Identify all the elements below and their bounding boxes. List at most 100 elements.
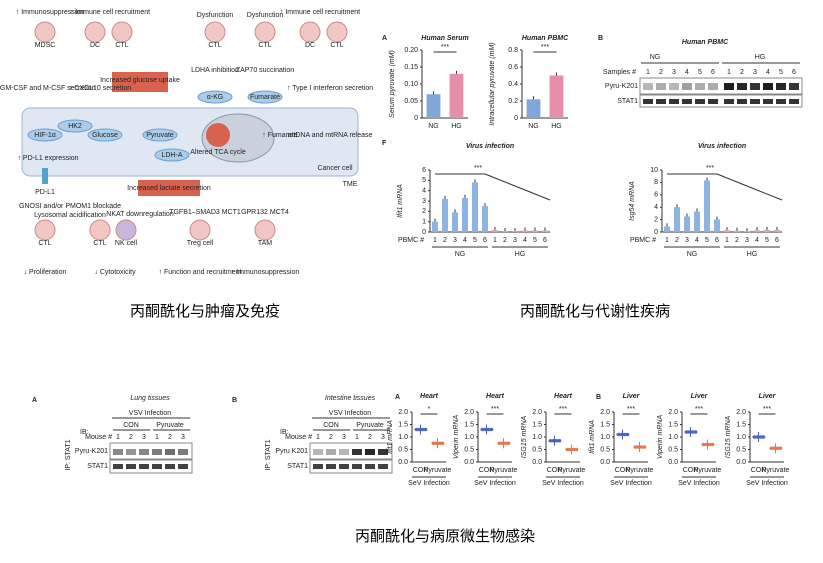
row-label: STAT1 xyxy=(617,98,638,105)
band xyxy=(643,99,653,104)
node xyxy=(27,128,63,142)
cancer-cell xyxy=(21,107,359,177)
lane-number: 2 xyxy=(129,434,133,441)
diagram-label: Altered TCA cycle xyxy=(190,149,246,156)
cell xyxy=(111,21,133,43)
band xyxy=(750,83,760,90)
row-label: Pyru-K201 xyxy=(605,83,638,90)
x-tick-label: 1 xyxy=(665,237,669,244)
y-tick-label: 0.4 xyxy=(508,81,518,88)
band xyxy=(313,449,323,455)
band xyxy=(365,449,375,455)
bar xyxy=(512,230,518,232)
blot-frame xyxy=(309,442,393,460)
y-tick-label: 0.0 xyxy=(736,459,746,466)
diagram-label: ↑ Immune cell recruitment xyxy=(70,9,150,16)
y-tick-label: 1.0 xyxy=(464,434,474,441)
band xyxy=(352,449,362,455)
chart-title: Heart xyxy=(554,393,573,400)
significance: *** xyxy=(695,406,703,413)
y-tick-label: 0 xyxy=(514,115,518,122)
group-label: Pyruvate xyxy=(156,422,184,429)
x-group-label: SeV Infection xyxy=(746,480,788,487)
group-label: HG xyxy=(747,251,758,258)
x-group-label: SeV Infection xyxy=(474,480,516,487)
chart-title: Heart xyxy=(486,393,505,400)
lane-number: 2 xyxy=(659,69,663,76)
band xyxy=(708,83,718,90)
data-dot xyxy=(574,447,579,452)
y-tick-label: 10 xyxy=(650,167,658,174)
y-tick-label: 1.0 xyxy=(600,434,610,441)
y-axis-label: ISG15 mRNA xyxy=(725,415,732,458)
group-label: CON xyxy=(123,422,139,429)
diagram-label: TGFB1–SMAD3 MCT1 xyxy=(169,209,241,216)
band xyxy=(126,464,136,469)
cell xyxy=(254,21,276,43)
group-label: NG xyxy=(687,251,698,258)
node xyxy=(247,90,283,104)
band xyxy=(339,464,349,469)
x-tick-label: 6 xyxy=(483,237,487,244)
y-tick-label: 2 xyxy=(422,208,426,215)
y-tick-label: 0.0 xyxy=(464,459,474,466)
diagram-label: ↑ Type I interferon secretion xyxy=(287,85,373,92)
x-tick-label: Pyruvate xyxy=(762,467,790,474)
cell xyxy=(34,219,56,241)
bracket xyxy=(716,173,783,201)
diagram-label: CTL xyxy=(258,42,271,49)
lane-label: Mouse # xyxy=(285,434,312,441)
band xyxy=(178,449,188,455)
y-tick-label: 0 xyxy=(422,229,426,236)
x-tick-label: 3 xyxy=(745,237,749,244)
lane-number: 5 xyxy=(698,69,702,76)
x-tick-label: NG xyxy=(528,123,539,130)
diagram-label: Fumarate xyxy=(250,94,280,101)
chart-title: Human Serum xyxy=(421,35,468,42)
x-tick-label: CON xyxy=(479,467,495,474)
x-tick-label: Pyruvate xyxy=(694,467,722,474)
lane-number: 6 xyxy=(711,69,715,76)
diagram-label: Increased glucose uptake xyxy=(100,77,180,84)
lane-number: 3 xyxy=(753,69,757,76)
diagram-label: α-KG xyxy=(207,94,224,101)
x-tick-label: 5 xyxy=(705,237,709,244)
cell xyxy=(204,21,226,43)
y-tick-label: 0.6 xyxy=(508,64,518,71)
x-tick-label: 4 xyxy=(695,237,699,244)
y-axis-label: ISG15 mRNA xyxy=(521,415,528,458)
lane-number: 5 xyxy=(779,69,783,76)
caption: 丙酮酰化与病原微生物感染 xyxy=(355,528,535,545)
band xyxy=(724,99,734,104)
x-group-label: SeV Infection xyxy=(542,480,584,487)
caption: 丙酮酰化与代谢性疾病 xyxy=(520,303,670,320)
x-tick-label: 4 xyxy=(523,237,527,244)
node xyxy=(57,119,93,133)
bar xyxy=(764,229,770,232)
y-axis-label: Viperin mRNA xyxy=(453,415,460,460)
significance: *** xyxy=(491,406,499,413)
significance: *** xyxy=(627,406,635,413)
y-tick-label: 0.0 xyxy=(600,459,610,466)
node xyxy=(87,128,123,142)
y-tick-label: 2.0 xyxy=(532,409,542,416)
lane-number: 2 xyxy=(368,434,372,441)
ip-label: IP: STAT1 xyxy=(65,439,72,470)
chart-title: Liver xyxy=(691,393,709,400)
x-tick-label: CON xyxy=(683,467,699,474)
y-axis-label: Isg54 mRNA xyxy=(629,181,636,221)
diagram-label: NK cell xyxy=(115,240,138,247)
band xyxy=(750,99,760,104)
x-tick-label: Pyruvate xyxy=(626,467,654,474)
y-tick-label: 0.20 xyxy=(404,47,418,54)
y-tick-label: 6 xyxy=(654,192,658,199)
bar xyxy=(432,221,438,232)
y-tick-label: 0.5 xyxy=(668,446,678,453)
bar xyxy=(684,216,690,232)
data-dot xyxy=(625,432,630,437)
diagram-label: Treg cell xyxy=(187,240,214,247)
x-tick-label: CON xyxy=(547,467,563,474)
y-axis-label: Ifit1 mRNA xyxy=(589,420,596,454)
bar xyxy=(442,198,448,232)
